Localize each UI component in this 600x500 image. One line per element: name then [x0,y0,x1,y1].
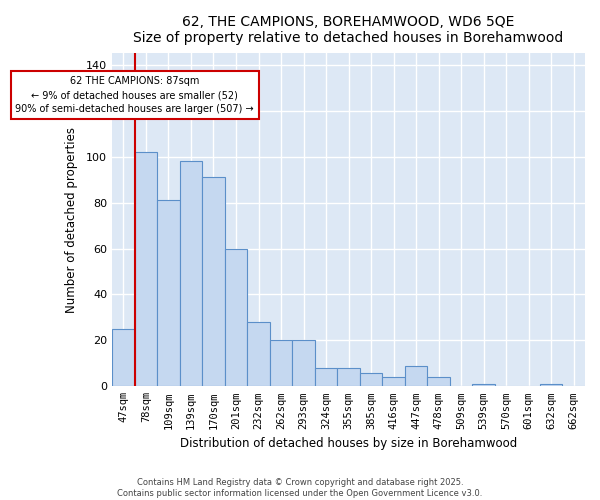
Bar [315,368,337,386]
Y-axis label: Number of detached properties: Number of detached properties [65,127,78,313]
Bar [405,366,427,386]
Text: 62 THE CAMPIONS: 87sqm
← 9% of detached houses are smaller (52)
90% of semi-deta: 62 THE CAMPIONS: 87sqm ← 9% of detached … [16,76,254,114]
Bar [157,200,180,386]
Bar [472,384,495,386]
Bar [180,161,202,386]
Bar [270,340,292,386]
Bar [202,178,225,386]
Bar [540,384,562,386]
Bar [292,340,315,386]
Bar [427,377,450,386]
Bar [134,152,157,386]
X-axis label: Distribution of detached houses by size in Borehamwood: Distribution of detached houses by size … [180,437,517,450]
Text: Contains HM Land Registry data © Crown copyright and database right 2025.
Contai: Contains HM Land Registry data © Crown c… [118,478,482,498]
Title: 62, THE CAMPIONS, BOREHAMWOOD, WD6 5QE
Size of property relative to detached hou: 62, THE CAMPIONS, BOREHAMWOOD, WD6 5QE S… [133,15,564,45]
Bar [247,322,270,386]
Bar [382,377,405,386]
Bar [225,248,247,386]
Bar [112,329,134,386]
Bar [360,372,382,386]
Bar [337,368,360,386]
